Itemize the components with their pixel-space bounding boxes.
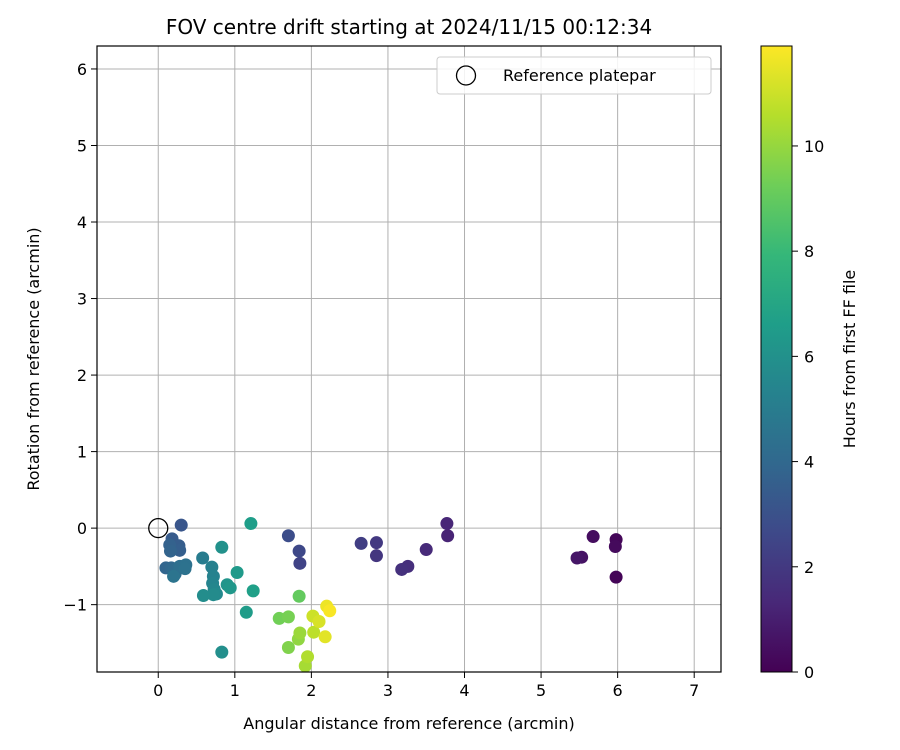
data-point bbox=[196, 588, 210, 602]
colorbar-label: Hours from first FF file bbox=[840, 270, 859, 449]
y-tick-label: 6 bbox=[77, 60, 87, 79]
y-tick-label: −1 bbox=[63, 596, 87, 615]
colorbar-tick-label: 10 bbox=[804, 137, 824, 156]
data-point bbox=[440, 517, 454, 531]
grid bbox=[97, 46, 721, 672]
data-point bbox=[246, 584, 260, 598]
data-point bbox=[223, 581, 237, 595]
data-point bbox=[215, 540, 229, 554]
legend-reference-marker bbox=[455, 65, 477, 86]
data-point bbox=[293, 626, 307, 640]
data-point bbox=[369, 549, 383, 563]
data-point bbox=[301, 650, 315, 664]
data-point bbox=[230, 566, 244, 580]
colorbar-tick-label: 8 bbox=[804, 242, 814, 261]
y-tick-label: 4 bbox=[77, 213, 87, 232]
data-point bbox=[281, 529, 295, 543]
x-tick-label: 3 bbox=[383, 681, 393, 700]
x-tick-label: 0 bbox=[153, 681, 163, 700]
data-point bbox=[281, 641, 295, 655]
data-point bbox=[281, 610, 295, 624]
x-tick-label: 7 bbox=[689, 681, 699, 700]
data-point bbox=[307, 625, 321, 639]
x-tick-label: 2 bbox=[306, 681, 316, 700]
legend-entry-reference: Reference platepar bbox=[503, 66, 656, 85]
data-point bbox=[292, 589, 306, 603]
data-point bbox=[609, 570, 623, 584]
data-point bbox=[369, 536, 383, 550]
y-axis-label: Rotation from reference (arcmin) bbox=[24, 227, 43, 490]
colorbar-tick-label: 6 bbox=[804, 347, 814, 366]
y-tick-label: 2 bbox=[77, 366, 87, 385]
data-point bbox=[239, 605, 253, 619]
legend: Reference platepar bbox=[436, 56, 712, 95]
data-point bbox=[608, 539, 622, 553]
legend-box bbox=[436, 56, 712, 95]
data-point bbox=[174, 518, 188, 532]
data-point bbox=[419, 543, 433, 557]
data-points bbox=[148, 517, 623, 673]
x-axis-ticks: 0 1 2 3 4 5 6 7 bbox=[153, 672, 699, 700]
y-tick-label: 3 bbox=[77, 290, 87, 309]
reference-platepar-marker bbox=[148, 517, 169, 539]
data-point bbox=[206, 588, 220, 602]
x-tick-label: 6 bbox=[613, 681, 623, 700]
data-point bbox=[167, 569, 181, 583]
chart-title: FOV centre drift starting at 2024/11/15 … bbox=[166, 15, 652, 39]
colorbar-ticks: 0 2 4 6 8 10 bbox=[792, 137, 824, 682]
y-tick-label: 5 bbox=[77, 136, 87, 155]
colorbar bbox=[760, 45, 793, 673]
data-point bbox=[164, 544, 178, 558]
x-axis-label: Angular distance from reference (arcmin) bbox=[243, 714, 574, 733]
x-tick-label: 1 bbox=[230, 681, 240, 700]
data-point bbox=[178, 562, 192, 576]
data-point bbox=[323, 604, 337, 618]
data-point bbox=[244, 517, 258, 531]
colorbar-tick-label: 2 bbox=[804, 558, 814, 577]
x-tick-label: 4 bbox=[459, 681, 469, 700]
data-point bbox=[196, 551, 210, 565]
data-point bbox=[293, 556, 307, 570]
y-axis-ticks: −1 0 1 2 3 4 5 6 bbox=[63, 60, 97, 615]
colorbar-tick-label: 4 bbox=[804, 453, 814, 472]
data-point bbox=[312, 614, 326, 628]
data-point bbox=[570, 551, 584, 565]
data-point bbox=[395, 562, 409, 576]
y-tick-label: 1 bbox=[77, 443, 87, 462]
data-point bbox=[292, 544, 306, 558]
data-point bbox=[215, 645, 229, 659]
plot-frame bbox=[96, 45, 722, 673]
data-point bbox=[354, 536, 368, 550]
y-tick-label: 0 bbox=[77, 519, 87, 538]
data-point bbox=[586, 530, 600, 544]
data-point bbox=[441, 529, 455, 543]
x-tick-label: 5 bbox=[536, 681, 546, 700]
colorbar-tick-label: 0 bbox=[804, 663, 814, 682]
data-point bbox=[318, 630, 332, 644]
